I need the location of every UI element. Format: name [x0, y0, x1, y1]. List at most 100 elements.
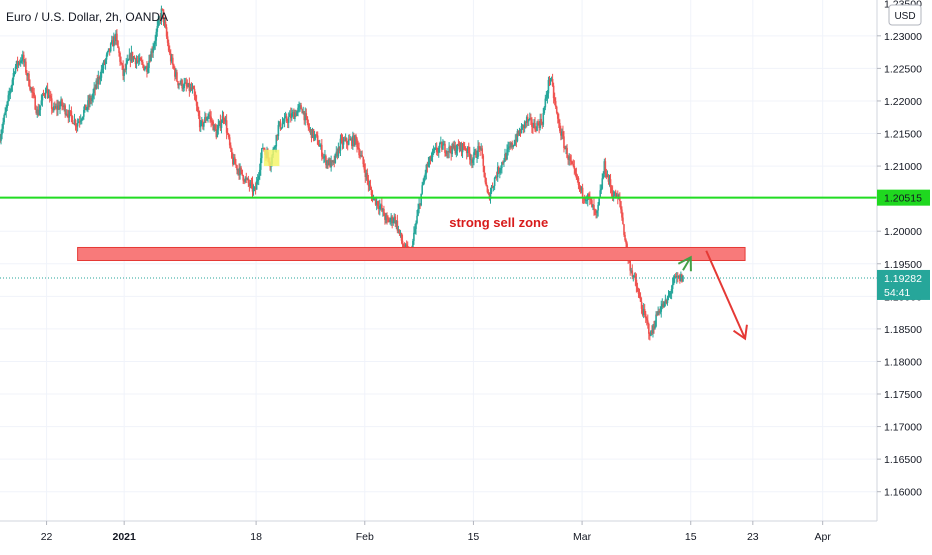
candle-up — [216, 129, 219, 138]
candle-up — [154, 40, 157, 45]
candle-down — [653, 325, 655, 329]
time-axis[interactable]: 22 2021 18 Feb 15 Mar 15 23 Apr — [0, 520, 877, 550]
candle-down — [159, 18, 162, 20]
candle-up — [182, 88, 184, 90]
candle-down — [117, 40, 119, 48]
time-tick-label: 15 — [685, 531, 697, 543]
candle-down — [620, 201, 622, 210]
candle-up — [4, 111, 6, 116]
candle-down — [247, 178, 250, 184]
candle-up — [150, 51, 152, 62]
candle-down — [248, 183, 251, 186]
candle-up — [104, 59, 107, 64]
candle-down — [43, 94, 46, 96]
candle-down — [635, 279, 638, 287]
candle-down — [559, 122, 561, 132]
candle-down — [196, 105, 199, 111]
candle-up — [542, 113, 545, 125]
candle-down — [640, 301, 643, 309]
candle-down — [366, 172, 369, 180]
candle-down — [151, 51, 153, 53]
candle-up — [3, 115, 5, 123]
candle-up — [521, 124, 524, 126]
candle-up — [510, 142, 512, 147]
candle-down — [72, 123, 75, 125]
candle-up — [675, 276, 678, 278]
candle-down — [623, 224, 625, 235]
candle-up — [145, 66, 147, 69]
candle-up — [448, 146, 450, 153]
candle-up — [93, 87, 95, 93]
candle-down — [359, 155, 361, 157]
price-tick-label: 1.23000 — [884, 31, 922, 43]
candle-up — [414, 228, 416, 233]
candle-down — [645, 318, 648, 321]
candle-down — [649, 333, 651, 337]
candle-up — [55, 106, 57, 109]
candle-up — [277, 125, 280, 137]
candle-down — [219, 120, 222, 128]
candle-down — [605, 173, 608, 177]
candle-up — [287, 116, 290, 123]
candle-up — [500, 168, 502, 171]
candle-up — [565, 147, 567, 149]
price-axis[interactable]: 1.23000 1.22500 1.22000 1.21500 1.21000 1.205… — [876, 0, 932, 550]
candle-down — [198, 116, 201, 128]
candle-up — [568, 156, 570, 160]
candle-up — [302, 111, 304, 114]
candle-up — [291, 113, 293, 119]
candle-down — [634, 275, 637, 280]
candle-down — [401, 240, 404, 245]
candle-down — [482, 155, 485, 166]
candle-down — [16, 60, 19, 66]
candle-up — [258, 169, 261, 176]
candle-down — [140, 60, 143, 63]
candle-down — [96, 80, 99, 85]
candle-up — [350, 138, 352, 140]
candle-down — [242, 175, 244, 181]
candle-up — [60, 99, 62, 106]
candle-up — [110, 40, 113, 44]
candle-up — [682, 275, 684, 282]
currency-badge[interactable]: USD — [888, 4, 922, 26]
candle-down — [214, 124, 217, 130]
candle-down — [146, 66, 148, 72]
candle-up — [461, 143, 464, 153]
price-tick-label: 1.19500 — [884, 259, 922, 271]
candle-up — [365, 172, 368, 177]
candle-down — [497, 167, 500, 173]
candle-down — [426, 164, 429, 167]
candle-up — [0, 134, 2, 141]
candle-up — [183, 82, 185, 89]
candle-up — [666, 297, 669, 304]
countdown-label: 54:41 — [884, 287, 910, 299]
candle-down — [616, 194, 619, 199]
candle-up — [513, 144, 516, 146]
candle-up — [360, 155, 362, 157]
candle-down — [251, 182, 254, 192]
candle-down — [168, 50, 171, 54]
last-price-badge — [877, 269, 930, 300]
candle-up — [298, 105, 300, 108]
candle-down — [98, 76, 101, 80]
candle-down — [42, 94, 45, 96]
candle-up — [314, 134, 317, 136]
candle-up — [261, 148, 263, 159]
candle-up — [155, 31, 158, 41]
candle-down — [321, 144, 323, 157]
candle-up — [283, 117, 286, 123]
candle-down — [172, 57, 174, 65]
candle-down — [25, 61, 27, 73]
candle-up — [428, 156, 431, 163]
candle-up — [420, 193, 422, 206]
time-tick-label: 2021 — [112, 531, 136, 543]
candle-down — [303, 111, 306, 121]
candle-down — [519, 131, 522, 134]
candle-up — [57, 105, 59, 110]
candle-down — [134, 58, 137, 65]
candle-down — [315, 134, 318, 136]
candle-down — [471, 159, 473, 163]
candle-up — [106, 51, 109, 55]
candle-down — [541, 123, 544, 125]
